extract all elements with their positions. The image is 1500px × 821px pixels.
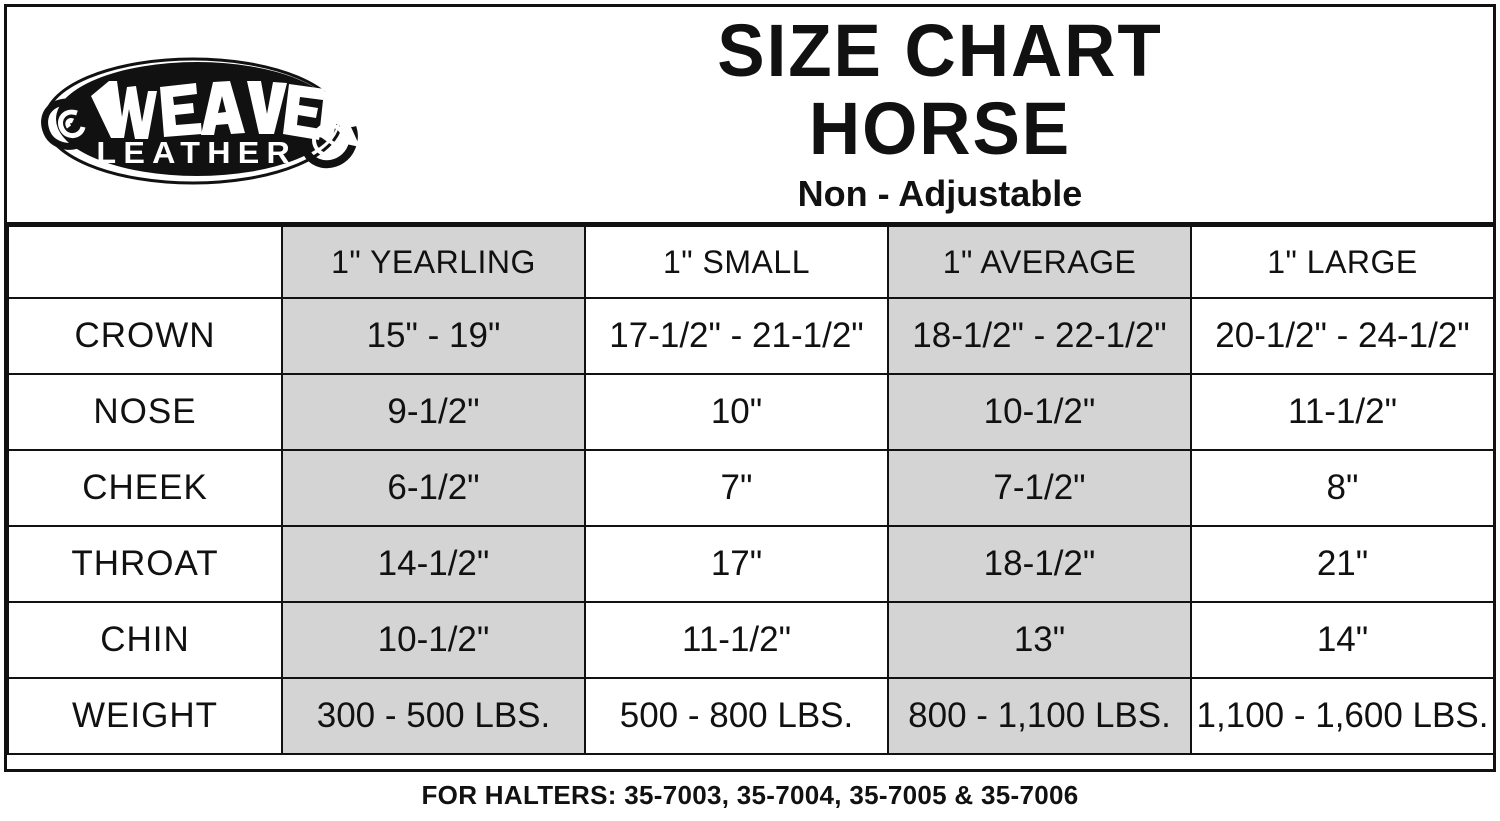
cell-chin-yearling: 10-1/2" — [281, 601, 586, 679]
table-row: CHIN 10-1/2" 11-1/2" 13" 14" — [7, 601, 1495, 679]
cell-chin-small: 11-1/2" — [584, 601, 889, 679]
row-label-weight: WEIGHT — [7, 677, 283, 755]
cell-cheek-small: 7" — [584, 449, 889, 527]
cell-nose-average: 10-1/2" — [887, 373, 1192, 451]
column-header-large: 1" LARGE — [1190, 225, 1495, 299]
title-block: SIZE CHART HORSE Non - Adjustable — [387, 13, 1493, 217]
row-label-chin: CHIN — [7, 601, 283, 679]
table-header-row: 1" YEARLING 1" SMALL 1" AVERAGE 1" LARGE — [7, 225, 1495, 299]
cell-crown-small: 17-1/2" - 21-1/2" — [584, 297, 889, 375]
table-row: WEIGHT 300 - 500 LBS. 500 - 800 LBS. 800… — [7, 677, 1495, 755]
cell-nose-large: 11-1/2" — [1190, 373, 1495, 451]
registered-trademark-icon: R — [336, 96, 356, 116]
cell-cheek-large: 8" — [1190, 449, 1495, 527]
column-header-small: 1" SMALL — [584, 225, 889, 299]
cell-nose-small: 10" — [584, 373, 889, 451]
table-row: CHEEK 6-1/2" 7" 7-1/2" 8" — [7, 449, 1495, 527]
page-subtitle: Non - Adjustable — [797, 173, 1083, 214]
cell-cheek-average: 7-1/2" — [887, 449, 1192, 527]
chart-header: R LEATHER SIZE CHART HORSE Non - Adjusta… — [7, 7, 1493, 225]
cell-cheek-yearling: 6-1/2" — [281, 449, 586, 527]
cell-throat-small: 17" — [584, 525, 889, 603]
cell-crown-large: 20-1/2" - 24-1/2" — [1190, 297, 1495, 375]
table-corner-cell — [7, 225, 283, 299]
svg-text:LEATHER: LEATHER — [96, 135, 297, 170]
footer-halter-note: FOR HALTERS: 35-7003, 35-7004, 35-7005 &… — [421, 780, 1079, 810]
cell-throat-average: 18-1/2" — [887, 525, 1192, 603]
table-body: CROWN 15" - 19" 17-1/2" - 21-1/2" 18-1/2… — [7, 297, 1495, 755]
column-header-yearling: 1" YEARLING — [281, 225, 586, 299]
cell-chin-average: 13" — [887, 601, 1192, 679]
column-header-average: 1" AVERAGE — [887, 225, 1192, 299]
cell-weight-small: 500 - 800 LBS. — [584, 677, 889, 755]
cell-weight-average: 800 - 1,100 LBS. — [887, 677, 1192, 755]
page-title-line2: HORSE — [808, 87, 1072, 170]
table-row: THROAT 14-1/2" 17" 18-1/2" 21" — [7, 525, 1495, 603]
cell-weight-yearling: 300 - 500 LBS. — [281, 677, 586, 755]
cell-throat-large: 21" — [1190, 525, 1495, 603]
chart-frame: R LEATHER SIZE CHART HORSE Non - Adjusta… — [4, 4, 1496, 772]
svg-text:R: R — [342, 101, 350, 113]
cell-crown-yearling: 15" - 19" — [281, 297, 586, 375]
table-row: CROWN 15" - 19" 17-1/2" - 21-1/2" 18-1/2… — [7, 297, 1495, 375]
table-row: NOSE 9-1/2" 10" 10-1/2" 11-1/2" — [7, 373, 1495, 451]
weaver-leather-logo: R LEATHER — [21, 39, 373, 199]
cell-throat-yearling: 14-1/2" — [281, 525, 586, 603]
row-label-nose: NOSE — [7, 373, 283, 451]
size-chart-table: 1" YEARLING 1" SMALL 1" AVERAGE 1" LARGE… — [7, 225, 1495, 755]
row-label-cheek: CHEEK — [7, 449, 283, 527]
row-label-throat: THROAT — [7, 525, 283, 603]
row-label-crown: CROWN — [7, 297, 283, 375]
page-title-line1: SIZE CHART — [717, 9, 1163, 92]
cell-nose-yearling: 9-1/2" — [281, 373, 586, 451]
cell-chin-large: 14" — [1190, 601, 1495, 679]
cell-weight-large: 1,100 - 1,600 LBS. — [1190, 677, 1495, 755]
cell-crown-average: 18-1/2" - 22-1/2" — [887, 297, 1192, 375]
